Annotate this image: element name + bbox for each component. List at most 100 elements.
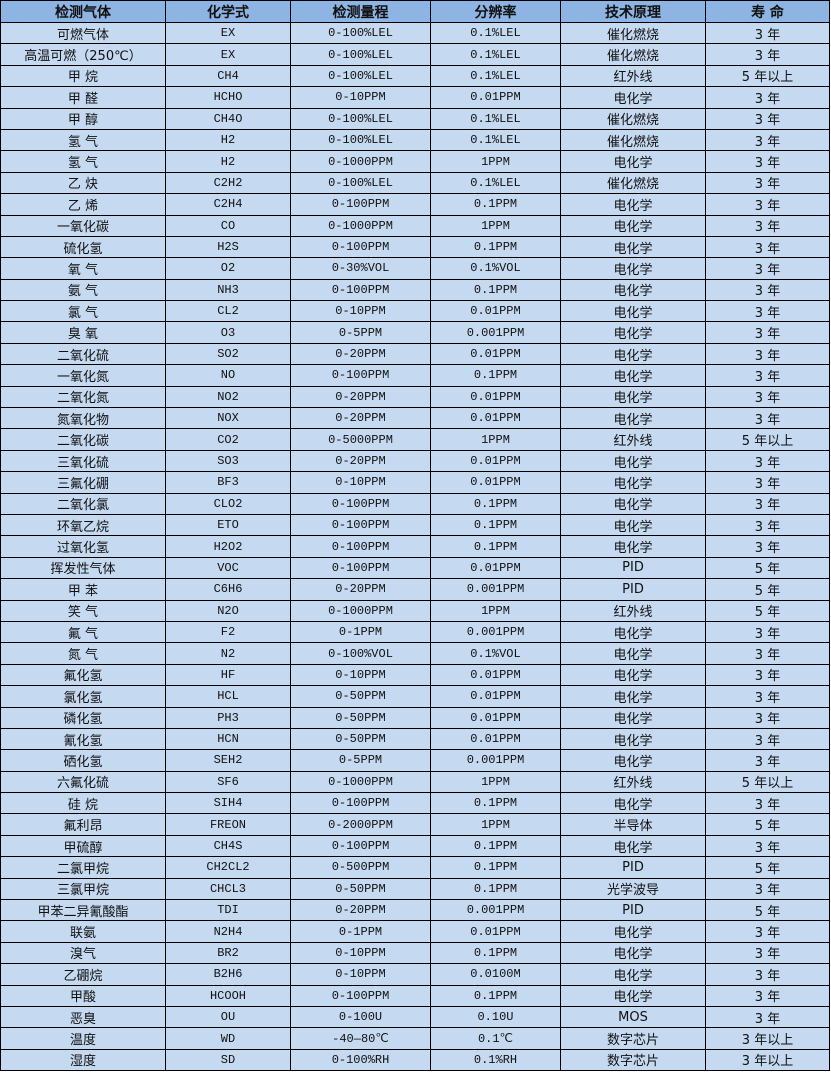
cell-resolution: 0.0100M <box>430 963 561 986</box>
cell-principle: 数字芯片 <box>560 1027 706 1050</box>
cell-resolution: 0.1℃ <box>430 1027 561 1050</box>
cell-formula: VOC <box>165 556 291 580</box>
table-row: 二氧化氮 NO2 0-20PPM 0.01PPM 电化学 3 年 <box>0 385 830 409</box>
cell-resolution: 0.1PPM <box>430 877 561 901</box>
cell-formula: F2 <box>165 620 291 644</box>
cell-range: 0-10PPM <box>290 86 431 109</box>
cell-formula: CLO2 <box>165 492 291 515</box>
cell-gas: 甲 醛 <box>0 86 166 109</box>
cell-range: 0-5000PPM <box>290 428 431 451</box>
cell-resolution: 0.1%LEL <box>430 43 561 66</box>
cell-resolution: 0.1PPM <box>430 193 561 216</box>
cell-resolution: 0.1%LEL <box>430 107 561 130</box>
cell-gas: 氯化氢 <box>0 685 166 708</box>
cell-resolution: 0.1PPM <box>430 278 561 302</box>
cell-formula: HCN <box>165 727 291 751</box>
table-row: 硅 烷 SIH4 0-100PPM 0.1PPM 电化学 3 年 <box>0 792 830 815</box>
cell-resolution: 0.1PPM <box>430 834 561 858</box>
cell-range: 0-100PPM <box>290 513 431 537</box>
table-row: 三氯甲烷 CHCL3 0-50PPM 0.1PPM 光学波导 3 年 <box>0 877 830 901</box>
cell-principle: 电化学 <box>560 342 706 366</box>
cell-lifespan: 3 年 <box>705 642 830 665</box>
header-range: 检测量程 <box>290 0 431 23</box>
cell-formula: HF <box>165 663 291 687</box>
table-row: 氟化氢 HF 0-10PPM 0.01PPM 电化学 3 年 <box>0 663 830 687</box>
cell-range: 0-100PPM <box>290 556 431 580</box>
cell-resolution: 0.01PPM <box>430 300 561 323</box>
cell-lifespan: 3 年 <box>705 513 830 537</box>
cell-principle: 催化燃烧 <box>560 128 706 152</box>
cell-gas: 二氧化氯 <box>0 492 166 515</box>
cell-formula: N2O <box>165 599 291 622</box>
cell-range: 0-20PPM <box>290 385 431 409</box>
cell-resolution: 0.01PPM <box>430 727 561 751</box>
cell-formula: NO2 <box>165 385 291 409</box>
cell-gas: 恶臭 <box>0 1005 166 1029</box>
table-row: 甲 苯 C6H6 0-20PPM 0.001PPM PID 5 年 <box>0 578 830 601</box>
cell-principle: 电化学 <box>560 193 706 216</box>
cell-formula: EX <box>165 43 291 66</box>
cell-principle: 电化学 <box>560 471 706 494</box>
cell-gas: 二氯甲烷 <box>0 856 166 879</box>
table-row: 甲苯二异氰酸酯 TDI 0-20PPM 0.001PPM PID 5 年 <box>0 899 830 922</box>
cell-resolution: 0.01PPM <box>430 663 561 687</box>
cell-lifespan: 3 年 <box>705 300 830 323</box>
cell-formula: CO <box>165 214 291 237</box>
cell-gas: 甲 苯 <box>0 578 166 601</box>
cell-principle: 电化学 <box>560 792 706 815</box>
cell-range: 0-100PPM <box>290 792 431 815</box>
cell-gas: 三氯甲烷 <box>0 877 166 901</box>
cell-range: 0-10PPM <box>290 663 431 687</box>
cell-range: 0-500PPM <box>290 856 431 879</box>
cell-range: 0-5PPM <box>290 749 431 772</box>
cell-lifespan: 3 年 <box>705 449 830 473</box>
cell-range: 0-1000PPM <box>290 214 431 237</box>
cell-resolution: 0.01PPM <box>430 471 561 494</box>
header-formula: 化学式 <box>165 0 291 23</box>
cell-gas: 氟 气 <box>0 620 166 644</box>
cell-gas: 溴气 <box>0 941 166 965</box>
table-row: 氟 气 F2 0-1PPM 0.001PPM 电化学 3 年 <box>0 620 830 644</box>
cell-range: 0-100PPM <box>290 834 431 858</box>
cell-principle: 电化学 <box>560 920 706 943</box>
cell-range: 0-2000PPM <box>290 813 431 836</box>
table-row: 磷化氢 PH3 0-50PPM 0.01PPM 电化学 3 年 <box>0 706 830 729</box>
cell-gas: 硒化氢 <box>0 749 166 772</box>
cell-lifespan: 3 年 <box>705 920 830 943</box>
cell-range: 0-20PPM <box>290 407 431 430</box>
cell-principle: 催化燃烧 <box>560 107 706 130</box>
cell-formula: EX <box>165 21 291 45</box>
cell-principle: MOS <box>560 1005 706 1029</box>
table-row: 乙 烯 C2H4 0-100PPM 0.1PPM 电化学 3 年 <box>0 193 830 216</box>
cell-principle: 电化学 <box>560 620 706 644</box>
cell-range: 0-10PPM <box>290 300 431 323</box>
cell-principle: 电化学 <box>560 642 706 665</box>
table-row: 氟利昂 FREON 0-2000PPM 1PPM 半导体 5 年 <box>0 813 830 836</box>
cell-formula: C2H4 <box>165 193 291 216</box>
cell-lifespan: 3 年 <box>705 984 830 1007</box>
cell-range: 0-50PPM <box>290 877 431 901</box>
cell-lifespan: 3 年 <box>705 214 830 237</box>
cell-lifespan: 5 年 <box>705 556 830 580</box>
table-row: 可燃气体 EX 0-100%LEL 0.1%LEL 催化燃烧 3 年 <box>0 21 830 45</box>
cell-range: 0-50PPM <box>290 685 431 708</box>
cell-range: 0-100U <box>290 1005 431 1029</box>
table-row: 笑 气 N2O 0-1000PPM 1PPM 红外线 5 年 <box>0 599 830 622</box>
table-row: 臭 氧 O3 0-5PPM 0.001PPM 电化学 3 年 <box>0 321 830 344</box>
cell-resolution: 0.1PPM <box>430 792 561 815</box>
cell-gas: 氢 气 <box>0 128 166 152</box>
cell-resolution: 0.1PPM <box>430 235 561 259</box>
cell-formula: FREON <box>165 813 291 836</box>
table-body: 可燃气体 EX 0-100%LEL 0.1%LEL 催化燃烧 3 年高温可燃（250℃） E… <box>0 21 830 1072</box>
cell-resolution: 0.01PPM <box>430 449 561 473</box>
cell-range: 0-100PPM <box>290 235 431 259</box>
cell-principle: 电化学 <box>560 492 706 515</box>
table-row: 氮 气 N2 0-100%VOL 0.1%VOL 电化学 3 年 <box>0 642 830 665</box>
table-row: 联氨 N2H4 0-1PPM 0.01PPM 电化学 3 年 <box>0 920 830 943</box>
table-row: 氢 气 H2 0-1000PPM 1PPM 电化学 3 年 <box>0 150 830 173</box>
cell-gas: 氮氧化物 <box>0 407 166 430</box>
cell-formula: CH4S <box>165 834 291 858</box>
cell-resolution: 0.001PPM <box>430 749 561 772</box>
cell-lifespan: 3 年 <box>705 706 830 729</box>
cell-range: 0-100PPM <box>290 984 431 1007</box>
